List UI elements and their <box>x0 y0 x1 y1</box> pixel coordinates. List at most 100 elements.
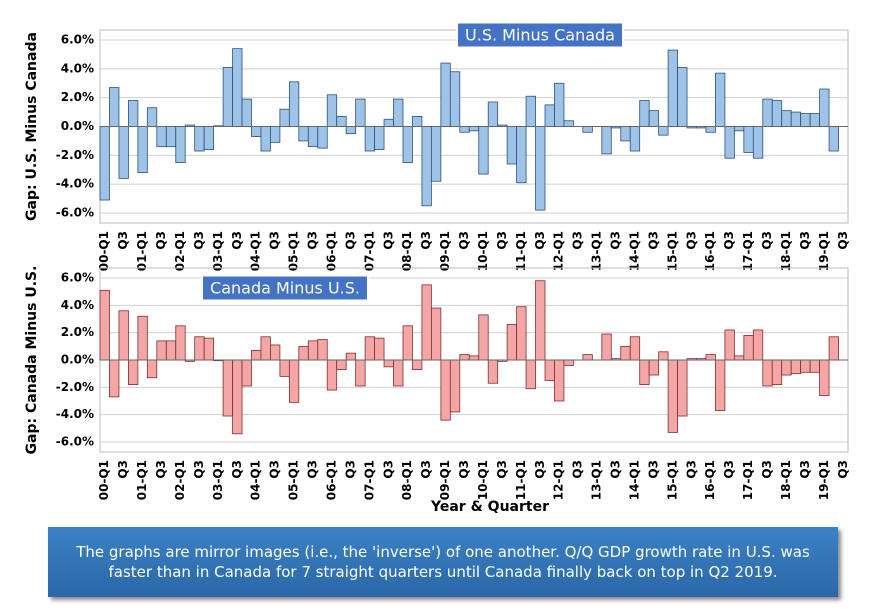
y-tick-label: 6.0% <box>61 271 94 285</box>
x-tick-label: 04-Q1 <box>249 231 263 271</box>
bar <box>658 126 669 136</box>
x-tick-label: Q3 <box>571 231 585 250</box>
bar <box>487 101 499 127</box>
note: The graphs are mirror images (i.e., the … <box>48 527 838 597</box>
bar <box>430 126 442 182</box>
x-tick-label: 00-Q1 <box>97 460 111 500</box>
bar <box>326 94 338 127</box>
bar <box>440 359 451 421</box>
bar <box>383 118 394 127</box>
x-tick-label: Q3 <box>419 231 433 250</box>
x-tick-label: Q3 <box>495 460 509 479</box>
x-tick-label: Q3 <box>722 460 736 479</box>
bar <box>525 359 536 390</box>
x-tick-label: Q3 <box>306 231 320 250</box>
x-tick-label: Q3 <box>192 460 206 479</box>
bar <box>345 352 357 361</box>
x-tick-label: 08-Q1 <box>400 231 414 271</box>
bar <box>279 108 290 127</box>
x-tick-label: Q3 <box>343 460 357 479</box>
x-tick-label: Q3 <box>760 231 774 250</box>
bar <box>156 126 167 148</box>
bar <box>156 340 167 361</box>
bar <box>402 325 413 361</box>
bar <box>535 280 546 361</box>
x-tick-label: Q3 <box>684 231 698 250</box>
bar <box>326 359 338 391</box>
bar <box>544 104 555 127</box>
y-tick-label: -6.0% <box>56 206 94 220</box>
bar <box>222 66 233 127</box>
bar <box>251 350 262 361</box>
bar <box>288 81 300 127</box>
bar <box>449 71 461 127</box>
bar <box>809 359 820 373</box>
bar <box>307 126 319 148</box>
bar <box>705 354 716 361</box>
chart-title: U.S. Minus Canada <box>465 26 615 45</box>
bar <box>525 95 536 127</box>
bar <box>677 359 688 417</box>
x-tick-label: Q3 <box>419 460 433 479</box>
bar <box>828 336 839 361</box>
chart-title: Canada Minus U.S. <box>210 279 360 298</box>
bar <box>165 340 177 361</box>
bar <box>393 359 404 387</box>
x-tick-label: 13-Q1 <box>590 460 604 500</box>
bar <box>639 100 650 127</box>
x-tick-label: 17-Q1 <box>741 231 755 271</box>
x-tick-label: Q3 <box>609 231 623 250</box>
bar <box>648 359 660 376</box>
y-tick-label: 2.0% <box>61 90 94 104</box>
bar <box>468 126 480 132</box>
bar <box>412 116 423 127</box>
bar <box>563 359 574 366</box>
bar <box>715 72 726 127</box>
bar <box>421 126 432 207</box>
bar <box>109 359 120 398</box>
bar <box>336 116 347 127</box>
x-tick-label: Q3 <box>116 460 130 479</box>
bar <box>459 126 470 133</box>
bar <box>146 359 158 379</box>
bar <box>790 359 802 375</box>
x-tick-label: 18-Q1 <box>779 231 793 271</box>
bar <box>733 355 745 361</box>
x-tick-label: 01-Q1 <box>135 231 149 271</box>
y-tick-label: 4.0% <box>61 298 94 312</box>
bar <box>222 359 233 417</box>
bar <box>355 359 366 387</box>
bar <box>175 325 186 361</box>
x-tick-label: 12-Q1 <box>552 231 566 271</box>
x-tick-label: Q3 <box>722 231 736 250</box>
bar <box>506 324 518 361</box>
bar <box>298 126 309 142</box>
bar <box>762 98 773 127</box>
bar <box>345 126 357 135</box>
bar <box>516 306 527 361</box>
bar <box>251 126 262 137</box>
x-tick-label: 06-Q1 <box>324 231 338 271</box>
x-tick-label: Q3 <box>798 460 812 479</box>
bar <box>99 126 110 201</box>
title-box <box>456 21 624 49</box>
x-tick-label: 11-Q1 <box>514 231 528 271</box>
x-tick-label: Q3 <box>457 460 471 479</box>
bar <box>554 82 565 127</box>
x-tick-label: 10-Q1 <box>476 460 490 500</box>
x-tick-label: Q3 <box>533 231 547 250</box>
bar <box>478 126 489 175</box>
x-tick-label: Q3 <box>533 460 547 479</box>
bar <box>241 98 252 127</box>
x-tick-label: Q3 <box>646 460 660 479</box>
bar <box>99 289 110 361</box>
bar <box>118 310 129 361</box>
x-tick-label: 00-Q1 <box>97 231 111 271</box>
title-box <box>201 274 369 302</box>
bar <box>781 110 792 127</box>
bar <box>128 100 139 127</box>
bar <box>393 98 404 127</box>
y-tick-label: 0.0% <box>61 119 94 133</box>
bar <box>667 49 678 127</box>
